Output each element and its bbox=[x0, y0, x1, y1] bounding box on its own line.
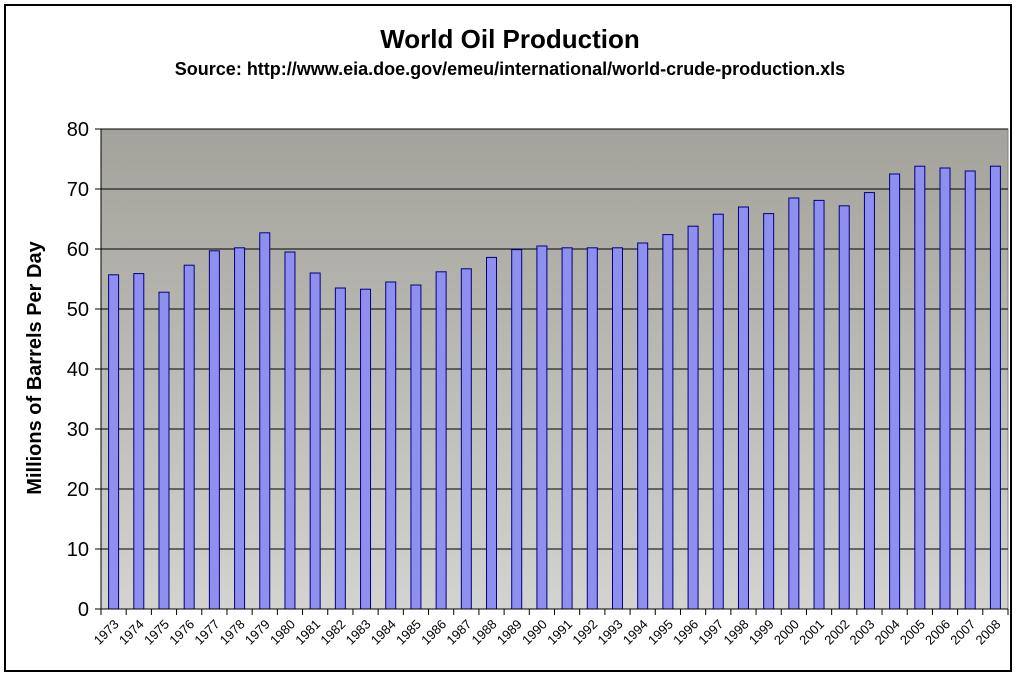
x-tick-label: 2001 bbox=[796, 617, 827, 648]
x-tick-label: 2006 bbox=[922, 617, 953, 648]
bar-1987 bbox=[460, 268, 472, 610]
bar-1980 bbox=[284, 251, 296, 610]
y-tick-label: 40 bbox=[67, 359, 89, 381]
x-tick-label: 1995 bbox=[645, 617, 676, 648]
x-tick-label: 1975 bbox=[141, 617, 172, 648]
x-tick-label: 1989 bbox=[494, 617, 525, 648]
x-tick-label: 1991 bbox=[544, 617, 575, 648]
x-tick-label: 1985 bbox=[393, 617, 424, 648]
y-tick-labels: 0 10 20 30 40 50 60 70 80 bbox=[67, 119, 89, 621]
x-tick-label: 2002 bbox=[821, 617, 852, 648]
x-tick-label: 1976 bbox=[166, 617, 197, 648]
bar-2003 bbox=[863, 192, 875, 610]
bar-2001 bbox=[813, 199, 825, 610]
x-tick-label: 1984 bbox=[368, 617, 399, 648]
y-tick-label: 10 bbox=[67, 539, 89, 561]
y-tick-label: 60 bbox=[67, 239, 89, 261]
bar-1975 bbox=[158, 291, 170, 610]
x-tick-label: 1998 bbox=[721, 617, 752, 648]
y-tick-label: 20 bbox=[67, 479, 89, 501]
x-tick-label: 2007 bbox=[947, 617, 978, 648]
bar-2006 bbox=[939, 167, 951, 610]
x-tick-label: 1987 bbox=[443, 617, 474, 648]
x-tick-label: 1999 bbox=[746, 617, 777, 648]
bar-1979 bbox=[259, 232, 271, 610]
x-tick-label: 1982 bbox=[317, 617, 348, 648]
y-tick-label: 80 bbox=[67, 119, 89, 141]
bar-1995 bbox=[662, 234, 674, 610]
bar-1989 bbox=[511, 249, 523, 610]
x-tick-label: 1988 bbox=[469, 617, 500, 648]
x-tick-label: 1973 bbox=[91, 617, 122, 648]
x-tick-label: 1997 bbox=[695, 617, 726, 648]
bar-1983 bbox=[360, 288, 372, 610]
x-tick-label: 1979 bbox=[242, 617, 273, 648]
bar-1977 bbox=[208, 250, 220, 610]
bar-1974 bbox=[133, 273, 145, 610]
x-tick-label: 1983 bbox=[343, 617, 374, 648]
x-tick-label: 2004 bbox=[872, 617, 903, 648]
bar-1986 bbox=[435, 271, 447, 610]
bar-1976 bbox=[183, 264, 195, 610]
y-axis-label: Millions of Barrels Per Day bbox=[24, 240, 46, 494]
bar-1996 bbox=[687, 225, 699, 610]
gridlines bbox=[101, 128, 1008, 550]
x-tick-label: 1978 bbox=[217, 617, 248, 648]
y-tick-label: 50 bbox=[67, 299, 89, 321]
x-tick-label: 2005 bbox=[897, 617, 928, 648]
axes bbox=[95, 128, 1009, 615]
bar-2007 bbox=[964, 170, 976, 610]
x-tick-label: 2003 bbox=[846, 617, 877, 648]
y-tick-label: 70 bbox=[67, 179, 89, 201]
bar-1992 bbox=[586, 247, 598, 610]
bar-2004 bbox=[889, 173, 901, 610]
x-tick-label: 2008 bbox=[972, 617, 1003, 648]
bar-2002 bbox=[838, 205, 850, 610]
y-tick-label: 30 bbox=[67, 419, 89, 441]
y-tick-label: 0 bbox=[78, 599, 89, 621]
bar-1998 bbox=[737, 206, 749, 610]
bar-1999 bbox=[763, 213, 775, 610]
bar-1978 bbox=[234, 247, 246, 610]
x-tick-label: 1996 bbox=[670, 617, 701, 648]
bar-1994 bbox=[637, 242, 649, 610]
x-tick-label: 1993 bbox=[595, 617, 626, 648]
bar-1990 bbox=[536, 245, 548, 610]
bar-2000 bbox=[788, 197, 800, 610]
x-tick-label: 1990 bbox=[519, 617, 550, 648]
bar-1993 bbox=[611, 247, 623, 610]
x-tick-labels: 1973197419751976197719781979198019811982… bbox=[91, 617, 1004, 648]
x-tick-label: 1980 bbox=[267, 617, 298, 648]
x-tick-label: 1977 bbox=[191, 617, 222, 648]
x-tick-label: 1992 bbox=[569, 617, 600, 648]
x-tick-label: 1994 bbox=[620, 617, 651, 648]
bar-1988 bbox=[486, 256, 498, 610]
bar-1981 bbox=[309, 272, 321, 610]
bar-1985 bbox=[410, 284, 422, 610]
bar-2005 bbox=[914, 165, 926, 610]
x-tick-label: 1974 bbox=[116, 617, 147, 648]
x-tick-label: 2000 bbox=[771, 617, 802, 648]
x-tick-label: 1981 bbox=[292, 617, 323, 648]
bar-1973 bbox=[108, 274, 120, 610]
chart-title: World Oil Production bbox=[380, 24, 640, 54]
bar-1997 bbox=[712, 213, 724, 610]
bar-1991 bbox=[561, 247, 573, 610]
chart-subtitle: Source: http://www.eia.doe.gov/emeu/inte… bbox=[174, 59, 846, 79]
bar-2008 bbox=[989, 165, 1001, 610]
bar-1982 bbox=[334, 287, 346, 610]
bar-1984 bbox=[385, 281, 397, 610]
x-tick-label: 1986 bbox=[418, 617, 449, 648]
